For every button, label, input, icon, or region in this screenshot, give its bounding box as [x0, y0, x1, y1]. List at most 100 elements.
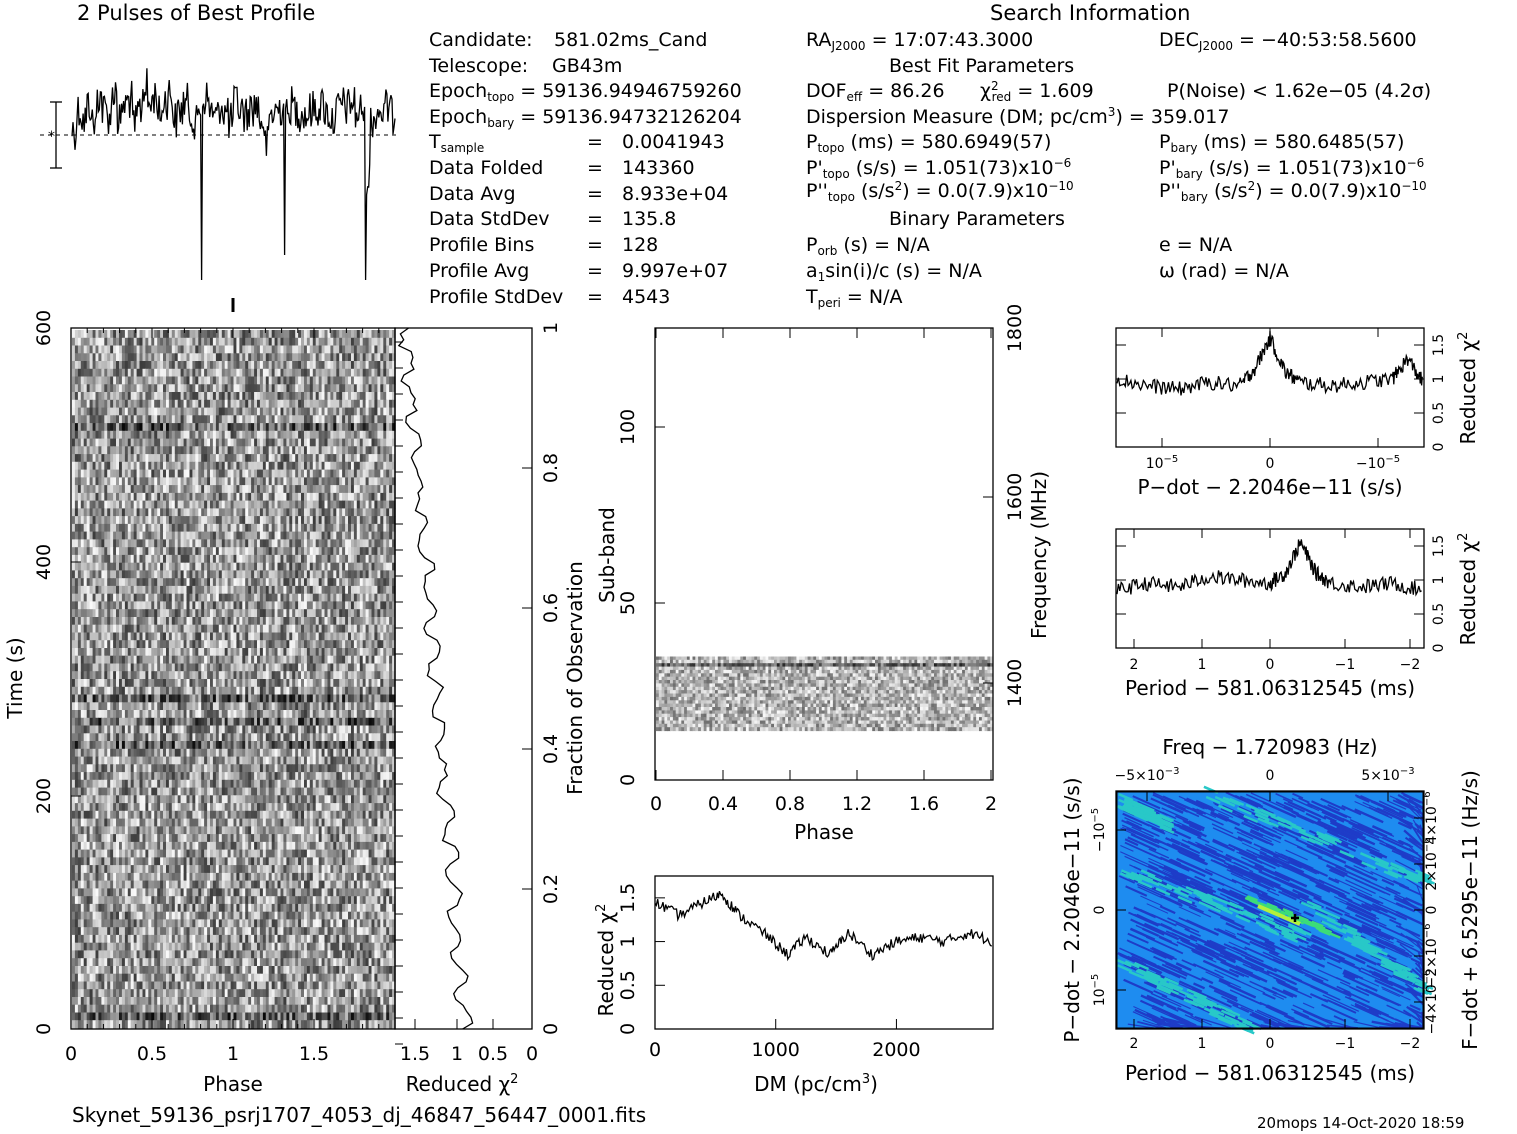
- rc-xtick-label: 0: [526, 1043, 538, 1065]
- tp-xtick-label: 1: [227, 1043, 239, 1065]
- pc-ytick-label: 0.5: [1431, 603, 1447, 625]
- dm-curve-line: [655, 891, 992, 960]
- pc-xtick-label: 1: [1198, 657, 1207, 673]
- sb-xtick-label: 0.8: [775, 793, 805, 815]
- pp-xtick-label: 1: [1198, 1036, 1207, 1052]
- dm-plot: 0 1000 2000 0 0.5 1 1.5: [617, 876, 993, 1061]
- sb-xtick-label: 1.6: [909, 793, 939, 815]
- redchi-time-plot: 1.5 1 0.5 00 0.2 0.4 0.6 0.8 1: [395, 322, 562, 1065]
- sb-xlabel: Phase: [794, 820, 854, 844]
- sb-ytick-label: 50: [617, 591, 639, 615]
- sb-xtick-label: 1.2: [842, 793, 872, 815]
- rc-ytick-label: 1: [540, 322, 562, 334]
- pp-dot-image: [1117, 787, 1434, 1034]
- rc-ylabel: Fraction of Observation: [563, 561, 587, 795]
- tp-xlabel: Phase: [203, 1072, 263, 1096]
- sb-y2tick-label: 1600: [1004, 473, 1026, 521]
- pd-xtick-label: 10−5: [1146, 454, 1179, 472]
- rc-ytick-label: 0.8: [540, 453, 562, 483]
- rc-xlabel: Reduced χ2: [406, 1072, 519, 1096]
- redchi-time-line: [399, 328, 473, 1029]
- dm-xlabel: DM (pc/cm3): [754, 1072, 878, 1096]
- pd-xlabel: P−dot − 2.2046e−11 (s/s): [1137, 475, 1402, 499]
- dm-xtick-label: 0: [649, 1039, 661, 1061]
- period-curve-line: [1117, 539, 1422, 594]
- dm-xtick-label: 1000: [752, 1039, 800, 1061]
- pp-ytick-label: 0: [1092, 906, 1108, 915]
- pc-xtick-label: 2: [1130, 657, 1139, 673]
- pc-xlabel: Period − 581.06312545 (ms): [1125, 676, 1415, 700]
- pp-xtick-label: 0: [1266, 1036, 1275, 1052]
- pd-ytick-label: 0: [1431, 443, 1447, 452]
- pd-ytick-label: 1.5: [1431, 334, 1447, 356]
- pc-ytick-label: 1.5: [1431, 535, 1447, 557]
- sb-ytick-label: 100: [617, 409, 639, 445]
- dm-ytick-label: 0: [617, 1023, 639, 1035]
- pd-xtick-label: 0: [1266, 456, 1275, 472]
- pp-toptick-label: 0: [1266, 768, 1275, 784]
- dm-ytick-label: 0.5: [617, 970, 639, 1000]
- dm-ytick-label: 1: [617, 936, 639, 948]
- time-phase-image: [72, 330, 396, 1029]
- pp-title: Freq − 1.720983 (Hz): [1162, 735, 1377, 759]
- sb-xtick-label: 0: [650, 793, 662, 815]
- sb-xtick-label: 2: [985, 793, 997, 815]
- sb-ytick-label: 0: [617, 774, 639, 786]
- sb-xtick-label: 0.4: [708, 793, 738, 815]
- sb-y2tick-label: 1400: [1004, 659, 1026, 707]
- pp-toptick-label: −5×10−3: [1115, 766, 1180, 784]
- rc-ytick-label: 0.4: [540, 734, 562, 764]
- profile-line: [72, 68, 395, 280]
- rc-ytick-label: 0.6: [540, 593, 562, 623]
- sb-y2label: Frequency (MHz): [1027, 471, 1051, 639]
- pdot-plot: 10−5 0 −10−5 0 0.5 1 1.5: [1116, 328, 1447, 472]
- pp-xlabel: Period − 581.06312545 (ms): [1125, 1061, 1415, 1085]
- dm-ytick-label: 1.5: [617, 883, 639, 913]
- profile-errorbar-mark: *: [48, 129, 55, 145]
- tp-ytick-label: 0: [33, 1023, 55, 1035]
- rc-ytick-label: 0: [540, 1023, 562, 1035]
- pc-ytick-label: 1: [1431, 576, 1447, 585]
- pc-xtick-label: −2: [1400, 657, 1421, 673]
- dm-xtick-label: 2000: [872, 1039, 920, 1061]
- pc-ytick-label: 0: [1431, 644, 1447, 653]
- period-plot: 2 1 0 −1 −2 0 0.5 1 1.5: [1116, 529, 1447, 673]
- tp-ytick-label: 600: [33, 310, 55, 346]
- pp-y2label: F−dot + 6.5295e−11 (Hz/s): [1458, 770, 1482, 1050]
- tp-xtick-label: 0.5: [137, 1043, 167, 1065]
- pc-xtick-label: −1: [1335, 657, 1356, 673]
- tp-xtick-label: 0: [65, 1043, 77, 1065]
- subband-image: [656, 657, 994, 732]
- pd-ylabel: Reduced χ2: [1456, 332, 1480, 445]
- rc-xtick-label: 1.5: [400, 1043, 430, 1065]
- pp-ylabel: P−dot − 2.2046e−11 (s/s): [1060, 777, 1084, 1042]
- rc-ytick-label: 0.2: [540, 874, 562, 904]
- pc-ylabel: Reduced χ2: [1456, 533, 1480, 646]
- sb-ylabel: Sub-band: [595, 507, 619, 603]
- rc-xtick-label: 0.5: [478, 1043, 508, 1065]
- pd-ytick-label: 0.5: [1431, 402, 1447, 424]
- pp-xtick-label: 2: [1130, 1036, 1139, 1052]
- pdot-curve-line: [1117, 331, 1422, 396]
- pp-ytick-label: 10−5: [1090, 974, 1108, 1007]
- pd-xtick-label: −10−5: [1356, 454, 1400, 472]
- sb-y2tick-label: 1800: [1004, 304, 1026, 352]
- pp-ytick-label: −10−5: [1090, 808, 1108, 852]
- pp-y2tick-label: 4×10−6: [1422, 791, 1440, 844]
- tp-ytick-label: 200: [33, 778, 55, 814]
- rc-xtick-label: 1: [451, 1043, 463, 1065]
- tp-ytick-label: 400: [33, 544, 55, 580]
- dm-ylabel: Reduced χ2: [594, 904, 618, 1017]
- pp-y2tick-label: 0: [1424, 906, 1440, 915]
- tp-ylabel: Time (s): [3, 637, 27, 719]
- pd-ytick-label: 1: [1431, 375, 1447, 384]
- pp-xtick-label: −1: [1335, 1036, 1356, 1052]
- pc-xtick-label: 0: [1266, 657, 1275, 673]
- pp-xtick-label: −2: [1400, 1036, 1421, 1052]
- subband-plot: 0 0.4 0.8 1.2 1.6 2 0 50 100 1400 1600 1800: [617, 304, 1026, 815]
- pp-toptick-label: 5×10−3: [1361, 766, 1414, 784]
- tp-xtick-label: 1.5: [299, 1043, 329, 1065]
- profile-plot: [40, 68, 396, 280]
